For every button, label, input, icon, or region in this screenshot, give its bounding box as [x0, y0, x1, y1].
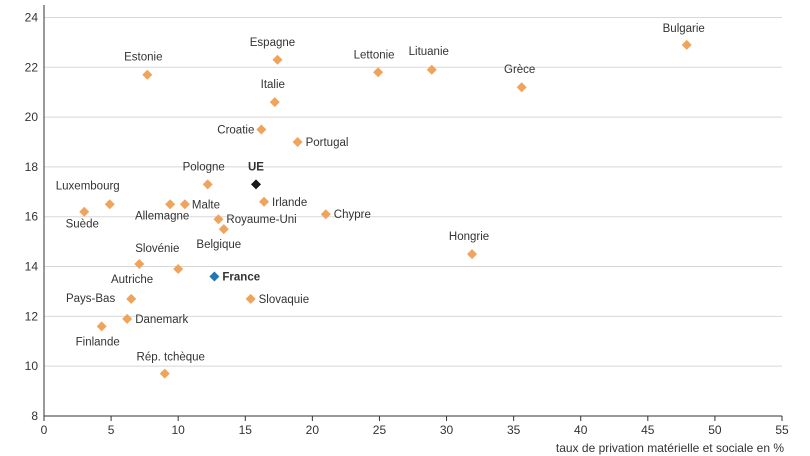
- data-point-danemark: [122, 313, 133, 324]
- x-tick-label: 15: [239, 423, 253, 437]
- point-label-autriche: Autriche: [111, 274, 153, 286]
- y-tick-label: 24: [25, 10, 39, 24]
- point-label-lituanie: Lituanie: [409, 46, 449, 58]
- data-point-grece: [516, 82, 527, 93]
- point-label-pologne: Pologne: [183, 161, 225, 173]
- x-tick-label: 30: [440, 423, 454, 437]
- x-tick-label: 25: [373, 423, 387, 437]
- data-point-lituanie: [426, 64, 437, 75]
- data-point-belgique: [218, 224, 229, 235]
- x-tick-label: 55: [775, 423, 789, 437]
- point-label-malte: Malte: [192, 199, 220, 211]
- x-tick-label: 20: [306, 423, 320, 437]
- data-point-estonie: [142, 69, 153, 80]
- point-label-suede: Suède: [66, 219, 99, 231]
- point-label-luxembourg: Luxembourg: [56, 180, 120, 192]
- point-label-portugal: Portugal: [306, 137, 349, 149]
- x-tick-label: 40: [574, 423, 588, 437]
- x-tick-label: 50: [708, 423, 722, 437]
- point-label-slovenie: Slovénie: [135, 243, 179, 255]
- data-point-lettonie: [373, 67, 384, 78]
- data-point-malte: [179, 199, 190, 210]
- y-tick-label: 18: [25, 160, 39, 174]
- y-tick-label: 16: [25, 210, 39, 224]
- data-point-slovenie: [134, 259, 145, 270]
- y-tick-label: 8: [31, 409, 38, 423]
- point-label-royaume-uni: Royaume-Uni: [226, 214, 296, 226]
- point-label-hongrie: Hongrie: [449, 231, 489, 243]
- data-point-pays-bas: [126, 293, 137, 304]
- y-tick-label: 10: [25, 359, 39, 373]
- data-point-autriche: [173, 264, 184, 275]
- point-label-allemagne: Allemagne: [135, 210, 189, 222]
- data-point-france: [209, 271, 220, 282]
- data-point-chypre: [320, 209, 331, 220]
- point-label-lettonie: Lettonie: [354, 49, 395, 61]
- data-point-hongrie: [467, 249, 478, 260]
- data-point-bulgarie: [681, 39, 692, 50]
- point-label-irlande: Irlande: [272, 197, 307, 209]
- y-tick-label: 20: [25, 110, 39, 124]
- point-label-croatie: Croatie: [217, 125, 254, 137]
- data-point-italie: [269, 97, 280, 108]
- axes: 8 10 12 14 16 18 20 22 24 0 5 10 15 20 25 30 35 40 45 50 55: [25, 5, 789, 437]
- point-label-ue: UE: [248, 161, 264, 173]
- point-label-belgique: Belgique: [196, 239, 241, 251]
- data-point-suede: [79, 206, 90, 217]
- point-label-espagne: Espagne: [250, 37, 295, 49]
- data-point-espagne: [272, 54, 283, 65]
- x-axis-title: taux de privation matérielle et sociale …: [556, 441, 784, 455]
- point-label-slovaquie: Slovaquie: [259, 294, 310, 306]
- point-label-italie: Italie: [261, 79, 285, 91]
- point-label-chypre: Chypre: [334, 209, 371, 221]
- point-label-bulgarie: Bulgarie: [663, 23, 705, 35]
- data-point-royaume-uni: [213, 214, 224, 225]
- point-label-danemark: Danemark: [135, 314, 188, 326]
- data-point-ue: [251, 179, 262, 190]
- data-point-croatie: [256, 124, 267, 135]
- point-label-finlande: Finlande: [76, 336, 120, 348]
- x-tick-label: 0: [41, 423, 48, 437]
- data-point-portugal: [292, 137, 303, 147]
- point-label-france: France: [222, 272, 260, 284]
- data-point-luxembourg: [104, 199, 115, 210]
- point-label-pays-bas: Pays-Bas: [66, 293, 115, 305]
- data-point-slovaquie: [245, 293, 256, 304]
- data-point-irlande: [259, 196, 270, 207]
- data-point-pologne: [202, 179, 213, 190]
- x-tick-label: 45: [641, 423, 655, 437]
- y-tick-label: 14: [25, 260, 39, 274]
- y-tick-label: 12: [25, 309, 39, 323]
- point-label-grece: Grèce: [504, 64, 535, 76]
- data-points: [79, 39, 692, 379]
- data-point-finlande: [96, 321, 107, 332]
- y-tick-label: 22: [25, 60, 39, 74]
- x-tick-label: 35: [507, 423, 521, 437]
- point-label-estonie: Estonie: [124, 52, 162, 64]
- x-tick-label: 5: [108, 423, 115, 437]
- point-label-rep-tcheque: Rép. tchèque: [137, 352, 205, 364]
- x-tick-label: 10: [172, 423, 186, 437]
- data-point-rep-tcheque: [159, 368, 170, 379]
- grid-lines: [44, 16, 782, 367]
- data-point-allemagne: [165, 199, 176, 210]
- point-labels: Bulgarie Espagne Estonie Lettonie Lituanie Gr…: [56, 23, 705, 364]
